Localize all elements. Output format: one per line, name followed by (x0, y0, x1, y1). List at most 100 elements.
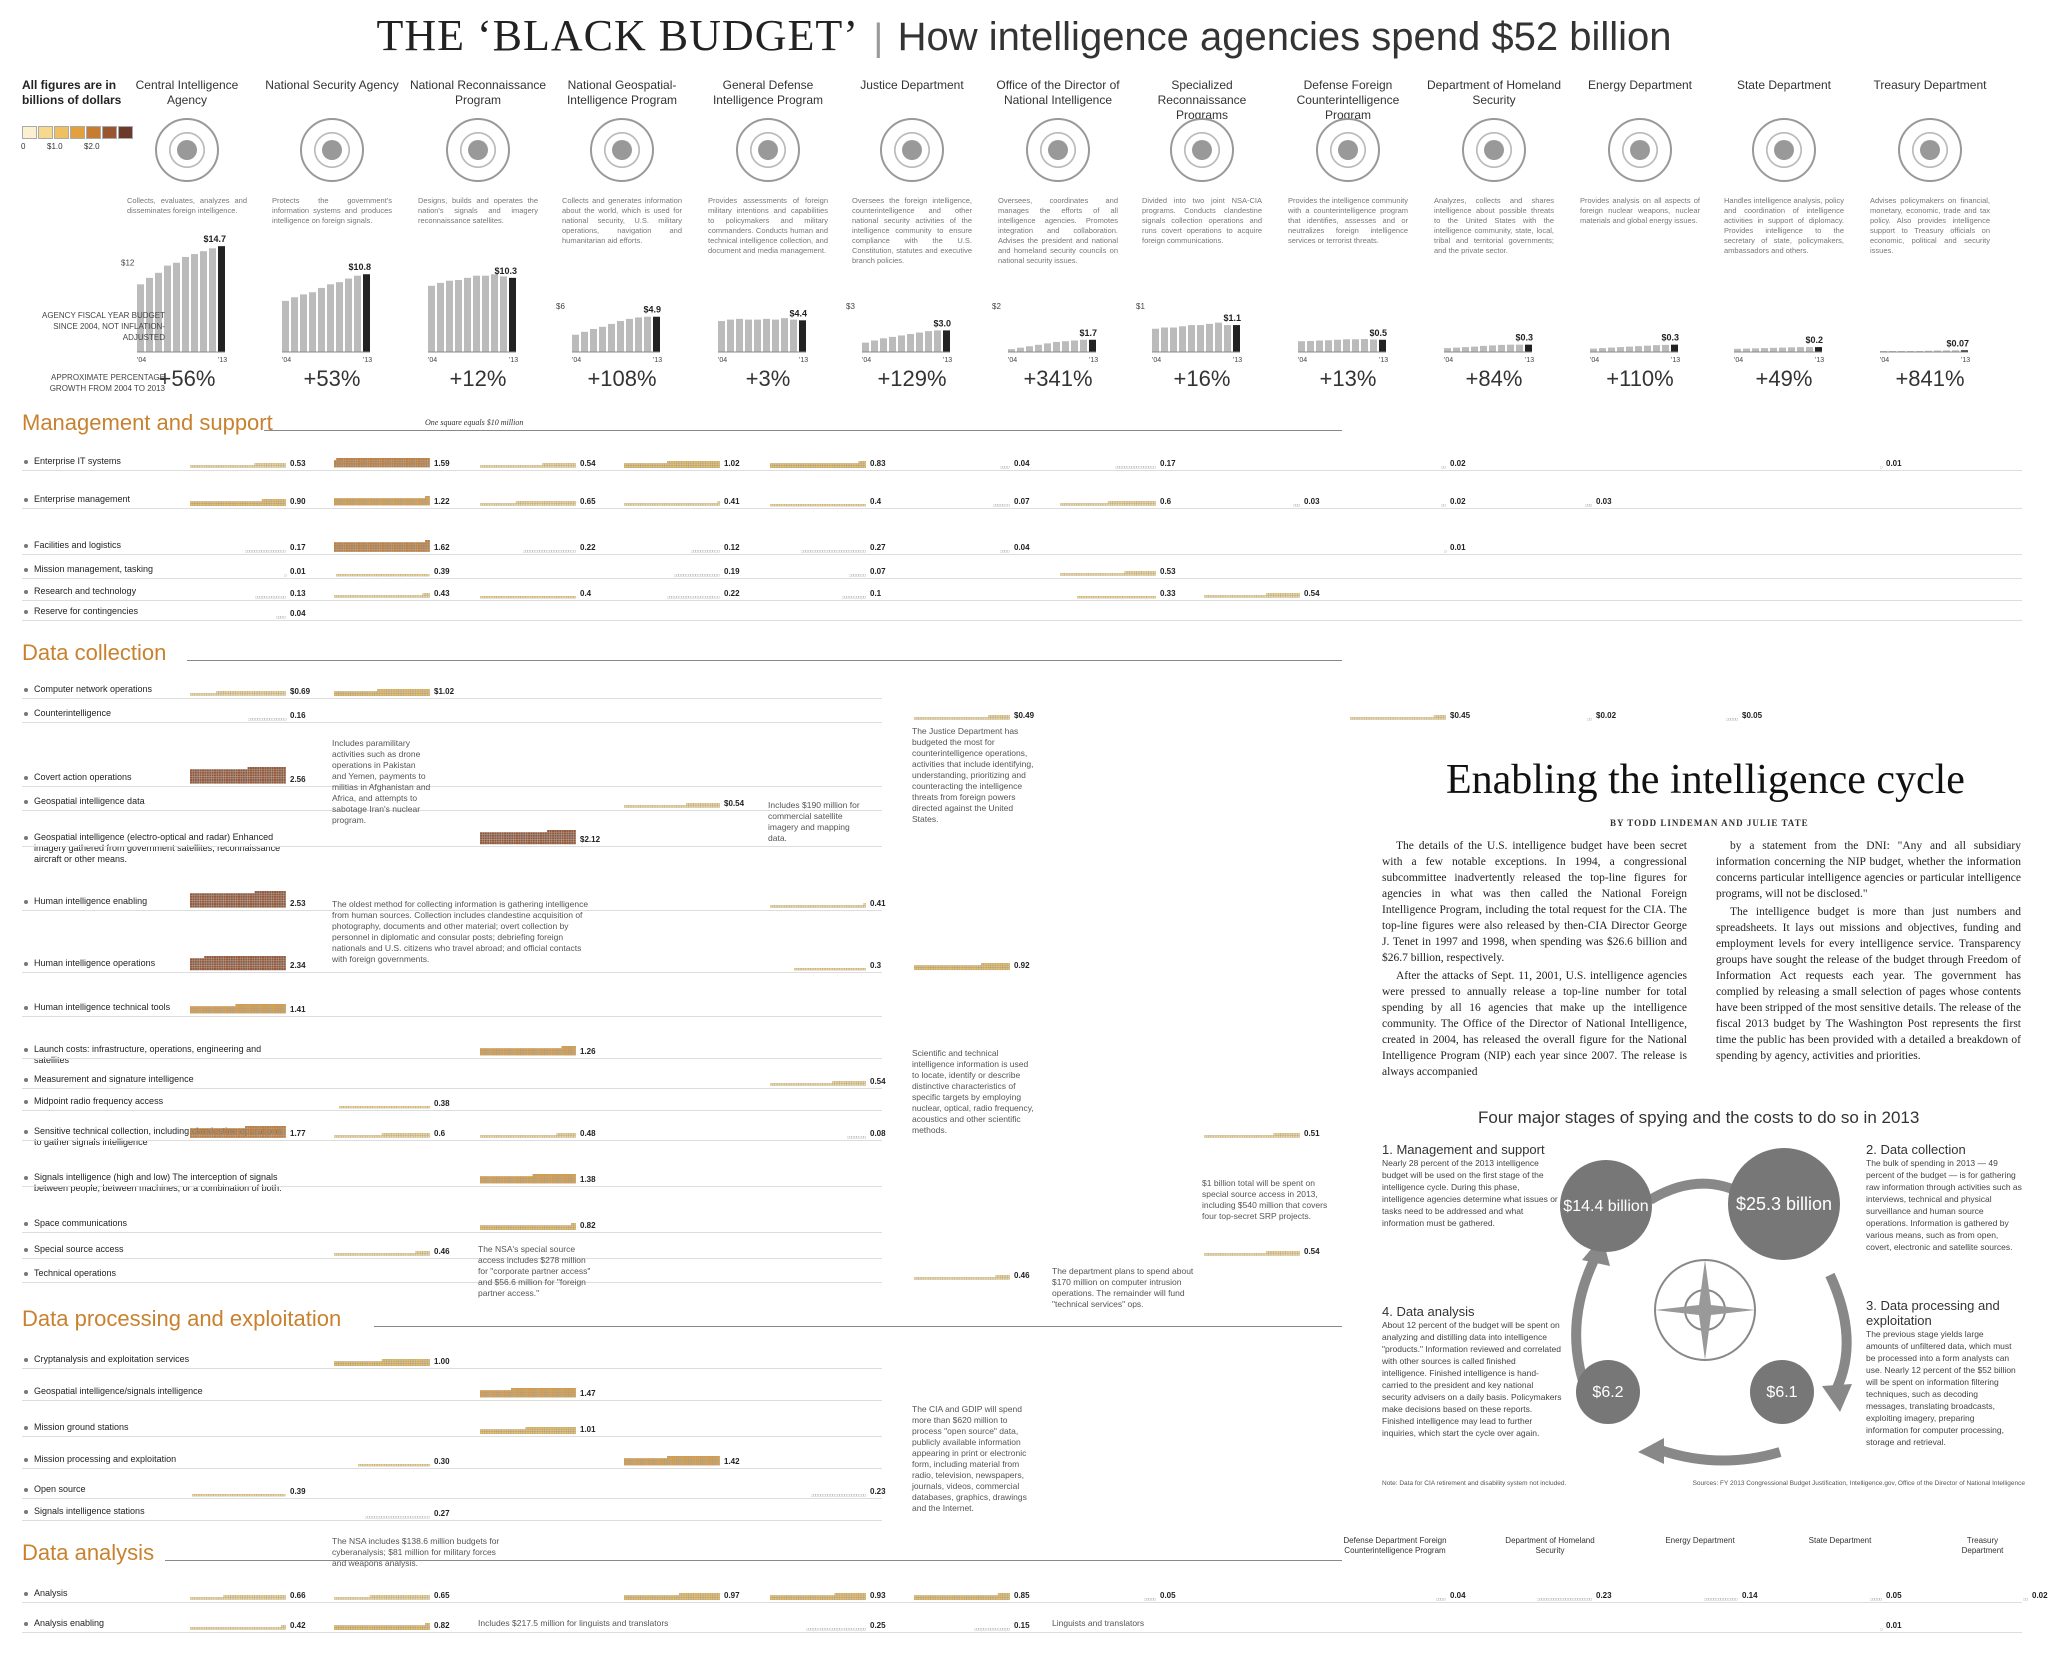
budget-square (257, 900, 260, 904)
budget-square (664, 465, 668, 468)
budget-square (417, 595, 421, 598)
budget-square (276, 769, 279, 772)
budget-square (1146, 571, 1149, 574)
budget-square (520, 1179, 524, 1182)
budget-square (568, 1388, 572, 1391)
budget-square (223, 962, 226, 966)
budget-square (829, 465, 833, 468)
budget-square (415, 503, 418, 506)
budget-square (801, 549, 804, 552)
budget-square (834, 967, 838, 970)
budget-square (247, 955, 250, 958)
budget-square (511, 595, 514, 598)
budget-square (192, 957, 195, 961)
budget-square (362, 1135, 366, 1138)
budget-square (1290, 1135, 1293, 1138)
budget-square (405, 1358, 409, 1362)
budget-square (1215, 1135, 1219, 1138)
budget-square (1151, 501, 1154, 504)
budget-square (520, 831, 524, 835)
budget-square (808, 549, 811, 552)
budget-square (978, 967, 982, 970)
budget-square (525, 1179, 528, 1182)
budget-square (506, 1227, 509, 1230)
agency-columns: Central Intelligence Agency Collects, eva… (0, 0, 2048, 420)
budget-square (273, 779, 277, 782)
budget-square (1081, 573, 1084, 576)
budget-square (1292, 1253, 1296, 1256)
budget-square (353, 463, 356, 466)
budget-square (547, 595, 550, 598)
budget-square (257, 717, 260, 720)
budget-square (969, 967, 972, 970)
budget-square (206, 1135, 210, 1138)
budget-square (254, 781, 258, 784)
budget-square (556, 839, 560, 842)
budget-square (539, 836, 543, 840)
budget-square (957, 717, 960, 720)
budget-square (237, 893, 241, 896)
budget-square (389, 1133, 392, 1136)
budget-square (345, 547, 349, 550)
budget-square (254, 898, 258, 901)
budget-square (520, 1429, 524, 1432)
budget-square (410, 1133, 414, 1136)
budget-square (213, 771, 217, 775)
budget-square (369, 573, 373, 576)
budget-square (194, 905, 198, 908)
budget-block (1587, 717, 1592, 720)
budget-square (520, 1227, 524, 1230)
budget-square (489, 1225, 492, 1228)
budget-square (480, 1179, 483, 1182)
budget-square (563, 1429, 567, 1432)
budget-square (822, 465, 826, 468)
budget-square (527, 1179, 531, 1182)
budget-square (233, 779, 236, 782)
budget-square (542, 1431, 545, 1434)
budget-square (269, 1011, 272, 1014)
budget-square (518, 501, 521, 504)
fiscal-bar (736, 318, 743, 352)
budget-square (803, 1083, 806, 1086)
budget-square (235, 465, 238, 468)
budget-square (561, 1225, 564, 1228)
budget-square (389, 688, 392, 692)
budget-square (264, 1128, 267, 1131)
budget-square (199, 693, 202, 696)
budget-square (221, 769, 224, 772)
budget-square (245, 501, 248, 504)
budget-block (276, 615, 286, 618)
budget-square (700, 465, 704, 468)
budget-square (194, 957, 198, 961)
budget-square (237, 962, 241, 966)
fiscal-bar (1815, 347, 1822, 352)
budget-square (770, 503, 773, 506)
budget-square (532, 1225, 536, 1228)
budget-square (405, 1463, 409, 1466)
budget-square (691, 1463, 694, 1466)
budget-square (535, 1051, 538, 1054)
budget-square (266, 905, 270, 908)
fiscal-bar (1316, 340, 1323, 352)
budget-square (559, 1176, 562, 1180)
budget-square (240, 1009, 243, 1012)
growth-value: +13% (1319, 366, 1377, 391)
fiscal-bar (1498, 344, 1505, 352)
budget-value: 0.27 (870, 543, 886, 552)
budget-square (693, 549, 696, 552)
fiscal-bar (191, 254, 198, 352)
budget-square (393, 498, 397, 502)
budget-square (254, 779, 258, 782)
budget-square (551, 501, 555, 504)
budget-square (827, 549, 830, 552)
budget-square (549, 831, 552, 835)
budget-square (978, 965, 982, 968)
budget-square (381, 1363, 385, 1366)
budget-square (1105, 573, 1108, 576)
budget-square (1143, 501, 1147, 504)
budget-square (225, 957, 229, 961)
fiscal-bar (428, 285, 435, 352)
budget-square (501, 1393, 504, 1396)
budget-square (489, 1176, 492, 1180)
budget-square (357, 693, 361, 696)
